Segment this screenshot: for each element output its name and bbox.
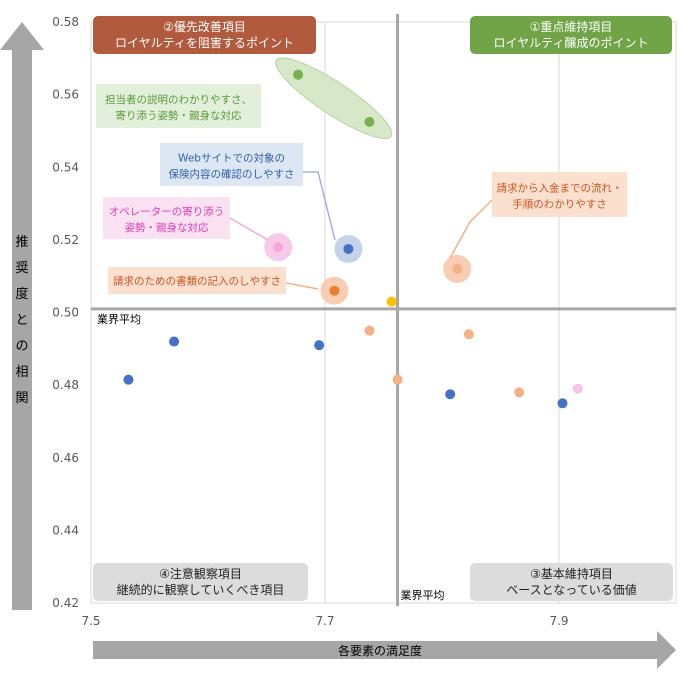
callout-text-line2: 姿勢・親身な対応 — [125, 221, 209, 234]
data-point — [463, 329, 474, 340]
callout-leader — [303, 171, 336, 241]
data-point — [364, 116, 375, 127]
y-average-label: 業界平均 — [97, 313, 141, 326]
quadrant-label-box — [470, 563, 673, 601]
y-tick-label: 0.46 — [52, 451, 79, 465]
y-tick-label: 0.52 — [52, 233, 79, 247]
callout-box — [96, 84, 261, 128]
callout-text-line2: 保険内容の確認のしやすさ — [169, 168, 295, 181]
callout-leader — [285, 282, 319, 290]
highlight-ellipse — [275, 57, 393, 139]
callout-text-line1: Webサイトでの対象の — [178, 152, 285, 165]
data-point — [386, 296, 397, 307]
y-tick-label: 0.54 — [52, 160, 79, 174]
data-point — [293, 69, 304, 80]
callout-leader — [449, 199, 493, 259]
y-tick-label: 0.42 — [52, 596, 79, 610]
y-tick-label: 0.44 — [52, 523, 79, 537]
callout-text-line1: 請求のための書類の記入のしやすさ — [113, 275, 281, 288]
data-point — [514, 387, 525, 398]
y-tick-label: 0.48 — [52, 378, 79, 392]
callout-box — [103, 197, 230, 239]
quadrant-subtitle: ロイヤルティ醸成のポイント — [494, 36, 649, 50]
data-point — [572, 383, 583, 394]
x-tick-label: 7.9 — [549, 614, 568, 628]
quadrant-title: ②優先改善項目 — [163, 19, 246, 34]
data-point — [557, 398, 568, 409]
y-axis-title: 推奨度との相関 — [15, 235, 28, 406]
callout-c4: 請求のための書類の記入のしやすさ — [108, 267, 349, 305]
callout-text-line1: 担当者の説明のわかりやすさ、 — [105, 93, 252, 106]
quadrant-subtitle: ロイヤルティを阻害するポイント — [115, 35, 294, 50]
data-point — [452, 263, 463, 274]
callout-c1: 担当者の説明のわかりやすさ、寄り添う姿勢・親身な対応 — [96, 57, 393, 139]
callout-text-line2: 手順のわかりやすさ — [512, 198, 607, 211]
y-tick-label: 0.50 — [52, 306, 79, 320]
quadrant-subtitle: 継続的に観察していくべき項目 — [117, 582, 285, 597]
quadrant-title: ④注意観察項目 — [159, 566, 242, 581]
callout-box — [108, 267, 286, 294]
data-point — [392, 374, 403, 385]
y-axis-arrow — [0, 22, 44, 610]
x-axis-title: 各要素の満足度 — [338, 643, 422, 658]
quadrant-title: ①重点維持項目 — [530, 19, 613, 34]
callout-text-line1: オペレーターの寄り添う — [109, 205, 225, 218]
callout-text-line2: 寄り添う姿勢・親身な対応 — [116, 109, 242, 122]
quadrant-subtitle: ベースとなっている価値 — [506, 582, 636, 597]
data-point — [364, 325, 375, 336]
y-tick-label: 0.56 — [52, 88, 79, 102]
y-tick-label: 0.58 — [52, 15, 79, 29]
callout-text-line1: 請求から入金までの流れ・ — [497, 182, 623, 195]
callout-c5: 請求から入金までの流れ・手順のわかりやすさ — [443, 172, 627, 283]
data-point — [314, 340, 325, 351]
x-axis-arrow — [93, 631, 676, 669]
quadrant-label-box — [93, 16, 316, 54]
x-tick-label: 7.5 — [81, 614, 100, 628]
callout-box — [160, 143, 303, 186]
data-point — [123, 374, 134, 385]
data-points — [123, 69, 583, 409]
x-average-label: 業界平均 — [401, 589, 445, 602]
data-point — [169, 336, 180, 347]
data-point — [273, 242, 284, 253]
quadrant-label-box — [470, 16, 672, 54]
quadrant-title: ③基本維持項目 — [530, 566, 613, 581]
quadrant-label-box — [93, 563, 308, 601]
x-tick-label: 7.7 — [315, 614, 334, 628]
callout-leader — [229, 217, 269, 241]
data-point — [343, 243, 354, 254]
callout-layer: 担当者の説明のわかりやすさ、寄り添う姿勢・親身な対応Webサイトでの対象の保険内… — [96, 57, 627, 305]
axes-layer: 7.5 7.7 7.9 0.42 0.44 0.46 0.48 0.50 0.52 0.54 0.5… — [0, 15, 676, 669]
data-point — [445, 389, 456, 400]
callout-box — [492, 172, 627, 217]
data-point — [329, 285, 340, 296]
